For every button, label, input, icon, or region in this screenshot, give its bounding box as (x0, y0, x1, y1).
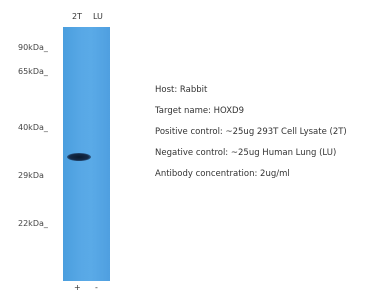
lane-label: 2T (72, 13, 82, 21)
info-line: Target name: HOXD9 (155, 107, 244, 116)
info-line: Negative control: ~25ug Human Lung (LU) (155, 149, 336, 158)
marker-label: 90kDa_ (18, 44, 48, 52)
info-line: Positive control: ~25ug 293T Cell Lysate… (155, 128, 347, 137)
lane-sign: + (74, 284, 81, 292)
marker-label: 65kDa_ (18, 68, 48, 76)
info-line: Host: Rabbit (155, 86, 207, 95)
western-blot-figure: 2T LU 90kDa_ 65kDa_ 40kDa_ 29kDa 22kDa_ … (0, 0, 372, 294)
lane-label: LU (93, 13, 103, 21)
marker-label: 40kDa_ (18, 124, 48, 132)
marker-label: 22kDa_ (18, 220, 48, 228)
marker-label: 29kDa (18, 172, 44, 180)
lane-sign: - (95, 284, 98, 292)
protein-band (67, 153, 91, 161)
info-line: Antibody concentration: 2ug/ml (155, 170, 290, 179)
